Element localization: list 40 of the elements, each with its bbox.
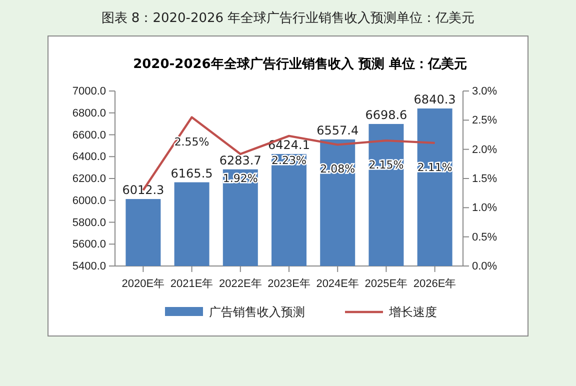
y-tick-label: 5400.0 <box>72 260 106 273</box>
y2-tick-label: 2.0% <box>472 144 498 156</box>
data-label: 6165.5 <box>170 166 213 180</box>
y-tick-label: 6200.0 <box>72 173 106 186</box>
legend-label: 增长速度 <box>388 305 437 319</box>
x-tick-label: 2026E年 <box>413 278 456 290</box>
y-tick-label: 7000.0 <box>72 86 106 98</box>
y2-tick-label: 1.5% <box>472 173 498 186</box>
y2-tick-label: 2.5% <box>472 114 498 127</box>
x-tick-label: 2023E年 <box>268 278 310 290</box>
data-label: 2.55% <box>174 135 210 148</box>
x-tick-label: 2022E年 <box>218 278 262 290</box>
data-label: 2.11% <box>417 160 452 174</box>
data-label: 6557.4 <box>316 123 359 138</box>
y-tick-label: 6000.0 <box>72 194 106 207</box>
x-tick-label: 2024E年 <box>316 278 360 290</box>
data-label: 6012.3 <box>122 183 164 198</box>
y-tick-label: 6800.0 <box>72 107 106 120</box>
x-tick-label: 2025E年 <box>364 278 408 290</box>
data-label: 2.23% <box>272 154 306 167</box>
data-label: 2.15% <box>368 158 404 172</box>
legend-label: 广告销售收入预测 <box>209 305 305 319</box>
y2-tick-label: 1.0% <box>472 202 498 214</box>
x-tick-label: 2021E年 <box>170 278 214 290</box>
chart-subtitle: 图表 8：2020-2026 年全球广告行业销售收入预测单位：亿美元 <box>101 10 475 26</box>
y-tick-label: 6400.0 <box>72 151 106 164</box>
y2-tick-label: 0.5% <box>472 231 498 244</box>
y2-tick-label: 3.0% <box>472 86 498 98</box>
y-tick-label: 6600.0 <box>72 129 106 142</box>
data-label: 1.92% <box>222 172 258 185</box>
data-label: 6840.3 <box>414 92 456 106</box>
data-label: 6424.1 <box>268 138 310 152</box>
y-tick-label: 5600.0 <box>72 238 106 251</box>
data-label: 6283.7 <box>219 153 262 168</box>
data-label: 2.08% <box>320 162 356 176</box>
y2-tick-label: 0.0% <box>472 260 498 273</box>
data-label: 6698.6 <box>365 108 408 122</box>
y-tick-label: 5800.0 <box>72 216 106 229</box>
chart-title: 2020-2026年全球广告行业销售收入 预测 单位：亿美元 <box>133 56 467 72</box>
x-tick-label: 2020E年 <box>122 278 165 290</box>
